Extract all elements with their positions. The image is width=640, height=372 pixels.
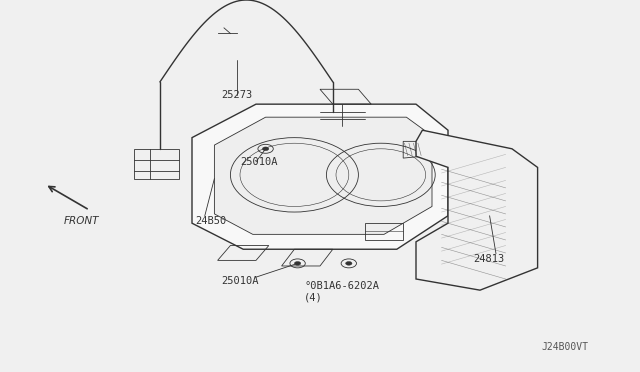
Polygon shape: [192, 104, 448, 249]
Text: 24813: 24813: [474, 254, 505, 263]
Text: 24B50: 24B50: [195, 217, 227, 226]
Text: 25273: 25273: [221, 90, 252, 100]
Text: FRONT: FRONT: [63, 216, 99, 226]
Text: J24B00VT: J24B00VT: [542, 341, 589, 352]
Text: °0B1A6-6202A
(4): °0B1A6-6202A (4): [304, 281, 379, 303]
Circle shape: [346, 262, 352, 265]
Circle shape: [262, 147, 269, 151]
Polygon shape: [214, 117, 432, 234]
Polygon shape: [416, 130, 538, 290]
Circle shape: [294, 262, 301, 265]
Text: 25010A: 25010A: [240, 157, 278, 167]
Text: 25010A: 25010A: [221, 276, 259, 286]
